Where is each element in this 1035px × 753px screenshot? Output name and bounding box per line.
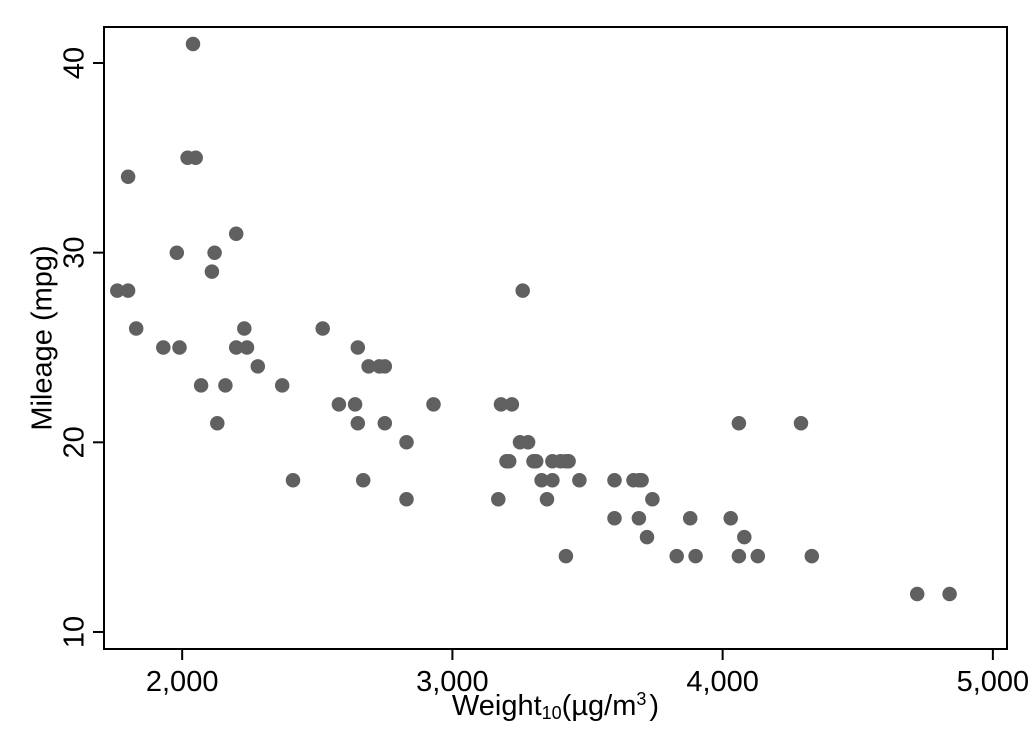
x-axis-title-pre: Weight — [451, 690, 542, 722]
data-point — [804, 548, 820, 564]
data-point — [110, 283, 125, 298]
y-axis-title: Mileage (mpg) — [27, 245, 59, 430]
data-point — [355, 472, 371, 488]
data-point — [350, 340, 366, 355]
x-axis-title-mid: (µg/m — [561, 690, 637, 722]
data-point — [169, 245, 185, 260]
data-point — [228, 340, 244, 355]
x-tick-label: 2,000 — [146, 666, 219, 698]
data-point — [515, 283, 530, 298]
x-axis-title-superscript: 3 — [636, 689, 647, 709]
data-point — [942, 586, 957, 602]
x-tick-label: 4,000 — [686, 666, 759, 698]
data-point — [558, 454, 574, 469]
x-tick-label: 3,000 — [416, 666, 489, 698]
data-point — [372, 359, 387, 374]
data-point — [631, 510, 647, 526]
data-point — [239, 340, 255, 355]
data-point — [607, 510, 622, 526]
data-point — [909, 586, 925, 602]
x-axis-title-post: ) — [649, 690, 660, 722]
data-point — [737, 529, 752, 545]
data-point — [250, 359, 266, 374]
data-point — [237, 321, 252, 336]
y-tick-label: 30 — [59, 237, 91, 269]
data-point — [315, 321, 330, 336]
data-point — [210, 416, 225, 431]
data-point — [350, 416, 366, 431]
data-point — [545, 472, 560, 488]
data-point — [218, 378, 233, 393]
data-point — [731, 548, 747, 564]
data-point — [399, 491, 414, 507]
data-point — [682, 510, 698, 526]
data-point — [639, 529, 655, 545]
data-point — [607, 472, 622, 488]
data-point — [793, 416, 809, 431]
data-point — [493, 397, 509, 412]
data-point — [361, 359, 376, 374]
plot-border — [103, 26, 1008, 650]
data-point — [331, 397, 347, 412]
data-point — [285, 472, 301, 488]
x-axis-title-subscript: 10 — [541, 703, 562, 723]
data-point — [426, 397, 441, 412]
y-tick-label: 20 — [59, 426, 91, 458]
data-point — [185, 36, 201, 52]
data-point — [120, 283, 136, 298]
data-point — [750, 548, 766, 564]
data-point — [377, 416, 393, 431]
data-point — [634, 472, 649, 488]
data-point — [193, 378, 209, 393]
data-point — [228, 226, 244, 241]
data-point — [399, 435, 414, 450]
data-point — [534, 472, 549, 488]
data-point — [539, 491, 555, 507]
data-point — [156, 340, 171, 355]
data-point — [172, 340, 187, 355]
data-point — [188, 150, 203, 166]
data-point — [120, 169, 136, 185]
data-point — [669, 548, 684, 564]
data-point — [545, 454, 560, 469]
data-point — [504, 397, 520, 412]
data-point — [520, 435, 536, 450]
data-point — [491, 491, 506, 507]
plot-area-background — [103, 26, 1008, 650]
data-point — [128, 321, 144, 336]
x-tick-label: 5,000 — [957, 666, 1030, 698]
data-point — [723, 510, 738, 526]
data-point — [207, 245, 222, 260]
data-point — [347, 397, 363, 412]
data-point — [558, 548, 574, 564]
data-point — [274, 378, 290, 393]
data-point — [731, 416, 747, 431]
data-point — [572, 472, 587, 488]
data-point — [526, 454, 541, 469]
y-tick-label: 40 — [59, 47, 91, 79]
x-axis-title: Weight10(µg/m3) — [103, 689, 1008, 723]
data-point — [645, 491, 660, 507]
data-point — [688, 548, 703, 564]
data-point — [204, 264, 220, 279]
data-point — [499, 454, 514, 469]
y-tick-label: 10 — [59, 616, 91, 648]
